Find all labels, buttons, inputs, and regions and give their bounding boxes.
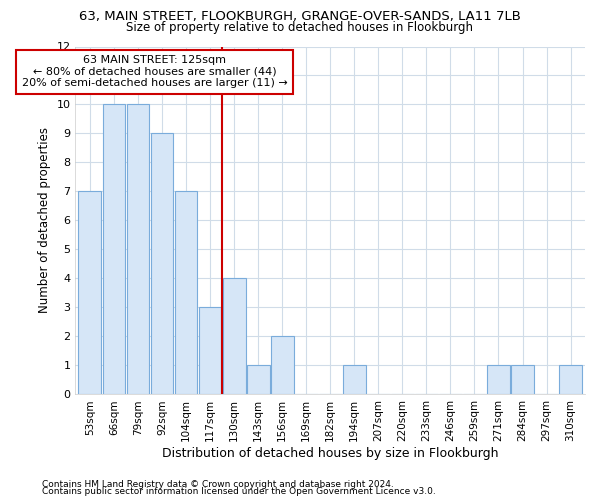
Bar — [151, 134, 173, 394]
Text: 63 MAIN STREET: 125sqm
← 80% of detached houses are smaller (44)
20% of semi-det: 63 MAIN STREET: 125sqm ← 80% of detached… — [22, 55, 287, 88]
Bar — [127, 104, 149, 395]
Bar — [103, 104, 125, 395]
X-axis label: Distribution of detached houses by size in Flookburgh: Distribution of detached houses by size … — [162, 447, 499, 460]
Bar — [247, 366, 269, 394]
Bar — [487, 366, 510, 394]
Bar — [271, 336, 293, 394]
Bar — [223, 278, 245, 394]
Text: Contains HM Land Registry data © Crown copyright and database right 2024.: Contains HM Land Registry data © Crown c… — [42, 480, 394, 489]
Bar — [175, 192, 197, 394]
Y-axis label: Number of detached properties: Number of detached properties — [38, 128, 51, 314]
Bar — [511, 366, 534, 394]
Text: Contains public sector information licensed under the Open Government Licence v3: Contains public sector information licen… — [42, 488, 436, 496]
Bar — [79, 192, 101, 394]
Text: Size of property relative to detached houses in Flookburgh: Size of property relative to detached ho… — [127, 21, 473, 34]
Text: 63, MAIN STREET, FLOOKBURGH, GRANGE-OVER-SANDS, LA11 7LB: 63, MAIN STREET, FLOOKBURGH, GRANGE-OVER… — [79, 10, 521, 23]
Bar — [343, 366, 365, 394]
Bar — [559, 366, 582, 394]
Bar — [199, 308, 221, 394]
